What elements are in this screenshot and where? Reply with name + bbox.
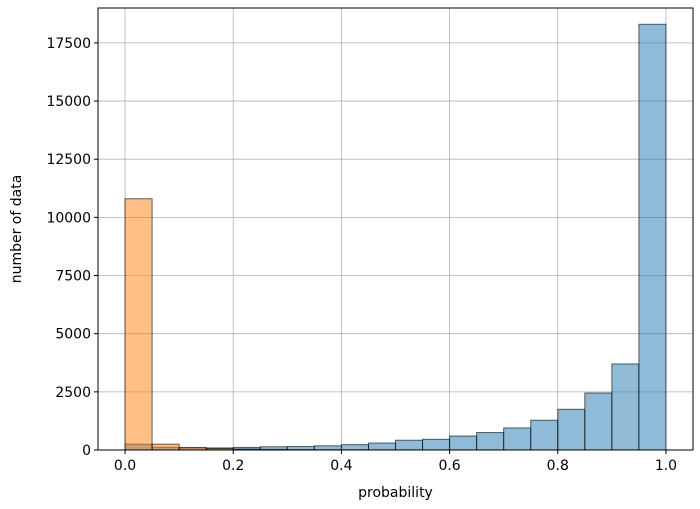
bar-series0-bin-15 [530, 419, 559, 451]
y-tick-label-6: 15000 [46, 94, 91, 110]
plot-frame [97, 7, 694, 451]
x-axis-ticks: 0.0 0.2 0.4 0.6 0.8 1.0 [114, 450, 677, 474]
x-tick-label-1: 0.2 [222, 458, 244, 474]
y-tick-label-7: 17500 [46, 36, 91, 52]
y-tick-label-4: 10000 [46, 210, 91, 226]
bar-series0-bin-13 [476, 432, 505, 451]
bar-series1-bin-1 [151, 443, 180, 451]
bar-series0-bin-9 [367, 442, 397, 451]
bar-series0-bin-17 [584, 392, 613, 451]
x-tick-label-5: 1.0 [655, 458, 677, 474]
y-axis-ticks: 0 2500 5000 7500 10000 12500 15000 17500 [46, 36, 98, 459]
bar-series0-bin-11 [422, 438, 451, 451]
y-tick-label-1: 2500 [55, 385, 91, 401]
y-tick-label-3: 7500 [55, 269, 91, 285]
x-axis-label: probability [358, 485, 433, 501]
histogram-bars [124, 23, 667, 451]
x-tick-label-0: 0.0 [114, 458, 136, 474]
x-tick-label-2: 0.4 [330, 458, 352, 474]
x-tick-label-3: 0.6 [438, 458, 460, 474]
bar-series0-bin-10 [395, 439, 424, 451]
bar-series0-bin-18 [611, 363, 640, 451]
grid-lines [98, 8, 693, 451]
y-tick-label-5: 12500 [46, 152, 91, 168]
bar-series0-bin-12 [449, 435, 478, 451]
y-tick-label-2: 5000 [55, 327, 91, 343]
x-tick-label-4: 0.8 [547, 458, 569, 474]
bar-series0-bin-19 [638, 23, 667, 451]
bar-series0-bin-8 [340, 444, 369, 451]
y-tick-label-0: 0 [82, 443, 91, 459]
bar-series0-bin-16 [557, 408, 586, 451]
y-axis-label: number of data [9, 175, 25, 284]
bar-series0-bin-14 [503, 427, 532, 451]
bar-series1-bin-0 [124, 198, 153, 451]
